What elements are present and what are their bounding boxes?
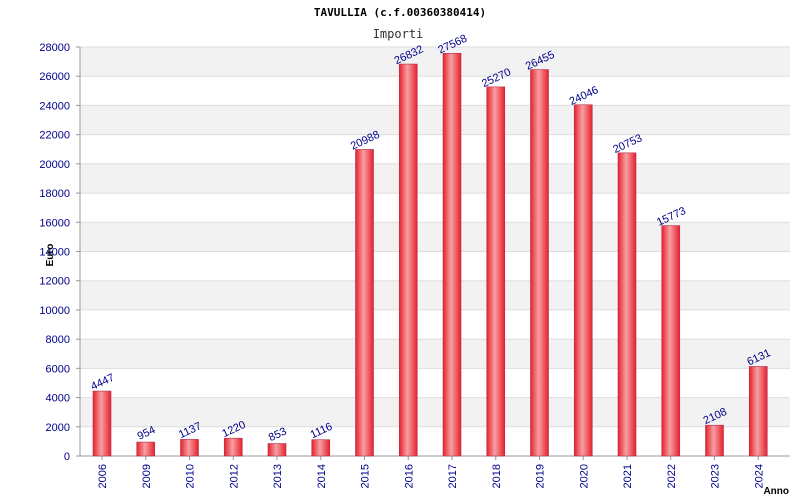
bar <box>92 390 112 457</box>
bar <box>442 53 462 457</box>
bar <box>223 437 243 457</box>
grid-bands <box>80 47 790 427</box>
x-tick-label: 2020 <box>578 464 590 488</box>
x-tick-label: 2021 <box>622 464 634 488</box>
bar <box>267 443 287 457</box>
bar <box>573 104 593 457</box>
y-tick-label: 14000 <box>39 247 70 259</box>
y-tick-label: 0 <box>64 451 70 463</box>
grid-band <box>80 339 790 369</box>
x-tick-label: 2024 <box>753 464 765 488</box>
data-label: 4447 <box>89 372 116 393</box>
grid-band <box>80 163 790 194</box>
y-tick-label: 6000 <box>46 363 70 375</box>
x-tick-label: 2006 <box>97 464 109 488</box>
x-tick-label: 2014 <box>316 464 328 488</box>
y-tick-label: 18000 <box>39 188 70 200</box>
grid-band <box>80 105 790 135</box>
grid-band <box>80 47 790 77</box>
grid-band <box>80 397 790 427</box>
y-tick-label: 12000 <box>39 276 70 288</box>
y-tick-label: 24000 <box>39 100 70 112</box>
grid-band <box>80 280 790 310</box>
x-tick-label: 2018 <box>491 464 503 488</box>
x-tick-label: 2012 <box>228 464 240 488</box>
y-tick-label: 26000 <box>39 71 70 83</box>
y-tick-label: 22000 <box>39 130 70 142</box>
bar <box>705 424 724 457</box>
x-tick-label: 2013 <box>272 464 284 488</box>
bar <box>617 152 637 457</box>
x-tick-label: 2010 <box>185 464 197 488</box>
bar <box>486 86 506 457</box>
bar <box>748 366 768 457</box>
y-tick-label: 10000 <box>39 305 70 317</box>
chart-title: TAVULLIA (c.f.00360380414) <box>314 6 486 19</box>
bar <box>136 441 156 457</box>
x-tick-label: 2009 <box>141 464 153 488</box>
y-tick-label: 16000 <box>39 217 70 229</box>
bar <box>661 225 681 457</box>
y-tick-label: 8000 <box>46 334 70 346</box>
x-axis-label: Anno <box>763 486 789 497</box>
y-tick-labels: 0 2000 4000 6000 8000 10000 12000 14000 16000 180… <box>39 42 70 463</box>
x-tick-labels: 2006 2009 2010 2012 2013 2014 2015 2016 2017 2018… <box>97 464 765 488</box>
x-tick-label: 2022 <box>666 464 678 488</box>
data-label: 24046 <box>568 84 601 108</box>
bars <box>92 53 768 457</box>
x-tick-label: 2017 <box>447 464 459 488</box>
bar <box>180 439 199 457</box>
y-tick-label: 20000 <box>39 159 70 171</box>
bar <box>311 439 331 457</box>
y-axis-label: Euro <box>45 244 56 267</box>
data-label: 853 <box>267 426 289 445</box>
grid-band <box>80 222 790 252</box>
data-label: 20753 <box>611 132 644 156</box>
chart-subtitle: Importi <box>373 27 424 41</box>
x-tick-label: 2019 <box>535 464 547 488</box>
y-tick-label: 4000 <box>46 393 70 405</box>
bar <box>530 69 549 457</box>
x-tick-label: 2023 <box>710 464 722 488</box>
y-tick-label: 28000 <box>39 42 70 54</box>
y-tick-label: 2000 <box>46 422 70 434</box>
x-tick-label: 2015 <box>360 464 372 488</box>
bar <box>355 149 374 457</box>
bar <box>398 63 418 457</box>
x-tick-label: 2016 <box>403 464 415 488</box>
